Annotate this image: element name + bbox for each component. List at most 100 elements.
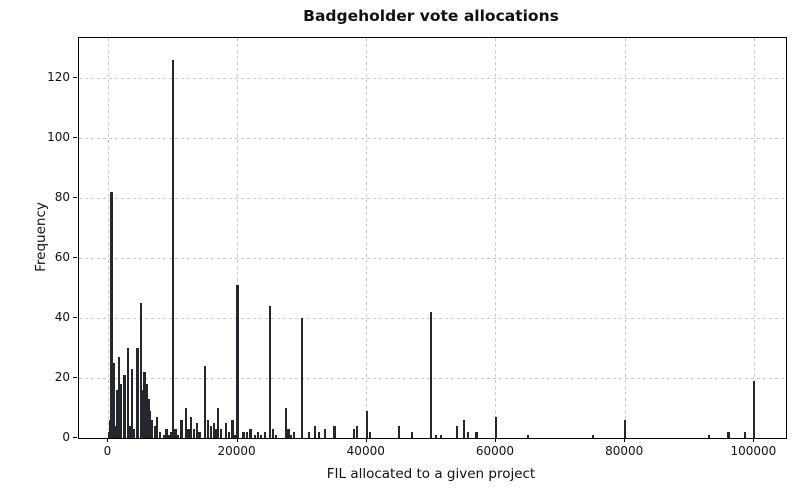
- x-gridline: [107, 38, 109, 438]
- y-tick-label: 60: [54, 250, 70, 265]
- histogram-bar: [114, 426, 117, 438]
- histogram-bar: [253, 435, 257, 438]
- histogram-bar: [195, 423, 198, 438]
- histogram-bar: [120, 384, 123, 438]
- histogram-bar: [246, 432, 249, 438]
- histogram-bar: [169, 432, 173, 438]
- y-tick-mark: [73, 257, 77, 259]
- histogram-bar: [189, 417, 193, 438]
- histogram-bar: [116, 390, 119, 438]
- histogram-bar: [206, 420, 209, 438]
- histogram-bar: [177, 435, 180, 438]
- x-tick-label: 0: [103, 444, 112, 458]
- histogram-bar: [213, 423, 216, 438]
- y-tick-label: 80: [54, 190, 70, 205]
- histogram-bar: [249, 429, 252, 438]
- histogram-bar: [133, 429, 136, 438]
- x-tick-mark: [624, 438, 626, 442]
- histogram-bar: [153, 426, 157, 438]
- x-tick-mark: [753, 438, 755, 442]
- histogram-bar: [290, 435, 293, 438]
- histogram-bar: [151, 420, 154, 438]
- histogram-bar: [224, 423, 228, 438]
- y-tick-label: 120: [47, 70, 70, 85]
- histogram-bar: [462, 420, 465, 438]
- histogram-bar: [355, 426, 359, 438]
- histogram-bar: [527, 435, 530, 438]
- histogram-bar: [126, 348, 129, 438]
- histogram-bar: [467, 432, 470, 438]
- histogram-bar: [292, 432, 295, 438]
- histogram-bar: [317, 432, 321, 438]
- histogram-bar: [263, 432, 266, 438]
- histogram-bar: [180, 420, 183, 438]
- histogram-bar: [727, 432, 730, 438]
- y-tick-mark: [73, 77, 77, 79]
- histogram-bar: [753, 381, 756, 438]
- histogram-bar: [145, 384, 148, 438]
- histogram-bar: [259, 435, 262, 438]
- histogram-bar: [112, 363, 115, 438]
- histogram-bar: [365, 411, 368, 438]
- histogram-bar: [128, 426, 131, 438]
- y-tick-label: 100: [47, 130, 70, 145]
- y-gridline: [79, 78, 786, 80]
- y-tick-mark: [73, 317, 77, 319]
- histogram-bar: [171, 60, 175, 438]
- x-tick-mark: [365, 438, 367, 442]
- x-tick-label: 40000: [346, 444, 385, 458]
- x-tick-label: 20000: [217, 444, 256, 458]
- x-tick-mark: [107, 438, 109, 442]
- y-tick-mark: [73, 377, 77, 379]
- histogram-bar: [204, 366, 207, 438]
- histogram-bar: [307, 432, 310, 438]
- histogram-bar: [174, 429, 177, 438]
- y-tick-mark: [73, 137, 77, 139]
- histogram-bar: [439, 435, 443, 438]
- y-tick-mark: [73, 197, 77, 199]
- histogram-bar: [139, 303, 142, 438]
- histogram-bar: [162, 435, 166, 438]
- histogram-bar: [155, 417, 158, 438]
- histogram-bar: [368, 432, 372, 438]
- y-tick-label: 0: [62, 430, 70, 444]
- y-tick-label: 40: [54, 310, 70, 325]
- histogram-bar: [118, 357, 121, 438]
- histogram-bar: [147, 399, 150, 438]
- histogram-bar: [434, 435, 437, 438]
- x-tick-label: 80000: [605, 444, 644, 458]
- histogram-bar: [301, 318, 304, 438]
- histogram-bar: [233, 435, 237, 438]
- histogram-bar: [187, 429, 190, 438]
- x-tick-mark: [236, 438, 238, 442]
- histogram-bar: [198, 432, 201, 438]
- histogram-bar: [165, 429, 168, 438]
- histogram-bar: [130, 369, 133, 438]
- x-tick-label: 100000: [730, 444, 777, 458]
- histogram-bar: [624, 420, 627, 438]
- y-gridline: [79, 258, 786, 260]
- y-gridline: [79, 318, 786, 320]
- histogram-bar: [217, 408, 220, 438]
- histogram-bar: [284, 408, 288, 438]
- histogram-bar: [313, 426, 317, 438]
- histogram-bar: [110, 192, 113, 438]
- histogram-bar: [193, 429, 196, 438]
- histogram-bar: [494, 417, 498, 438]
- histogram-bar: [219, 429, 222, 438]
- histogram-bar: [333, 426, 336, 438]
- histogram-bar: [287, 429, 290, 438]
- y-tick-mark: [73, 437, 77, 438]
- x-gridline: [366, 38, 368, 438]
- histogram-bar: [268, 306, 271, 438]
- histogram-bar: [397, 426, 401, 438]
- x-gridline: [237, 38, 239, 438]
- histogram-bar: [231, 420, 234, 438]
- histogram-bar: [228, 432, 231, 438]
- histogram-bar: [708, 435, 711, 438]
- histogram-bar: [141, 390, 144, 438]
- histogram-bar: [158, 432, 162, 438]
- histogram-bar: [108, 420, 112, 438]
- histogram-bar: [430, 312, 433, 438]
